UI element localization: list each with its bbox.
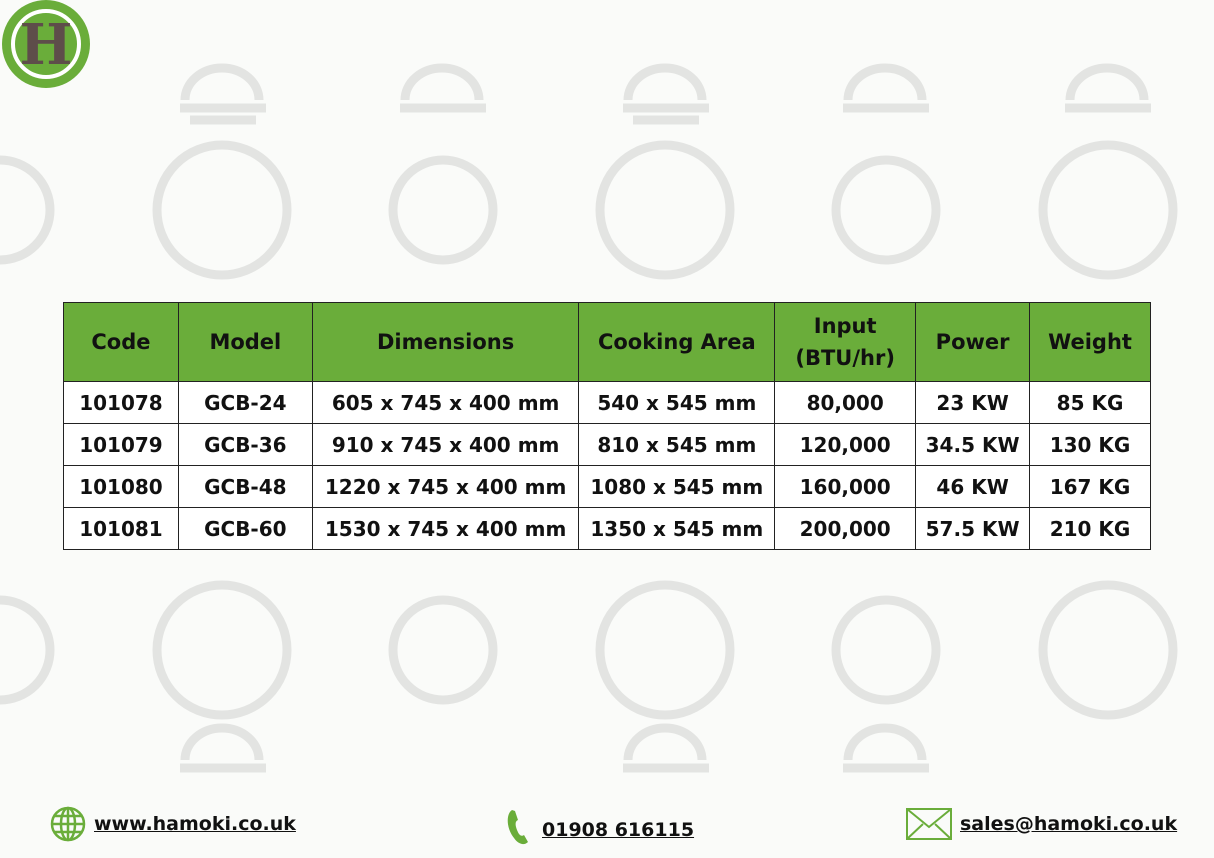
cell-model: GCB-48: [177, 465, 313, 508]
phone-icon: [507, 810, 528, 845]
table-row: 101078 GCB-24 605 x 745 x 400 mm 540 x 545 …: [63, 381, 1151, 424]
cell-cooking-area: 1350 x 545 mm: [578, 507, 776, 550]
product-spec-table: Code Model Dimensions Cooking Area Input…: [63, 302, 1151, 550]
email-text: sales@hamoki.co.uk: [960, 813, 1178, 835]
cell-dimensions: 605 x 745 x 400 mm: [311, 381, 580, 424]
cell-input: 120,000: [774, 423, 917, 466]
cell-power: 46 KW: [915, 465, 1031, 508]
cell-code: 101081: [63, 507, 179, 550]
table-header-row: Code Model Dimensions Cooking Area Input…: [63, 302, 1151, 382]
svg-text:H: H: [20, 12, 73, 78]
cell-power: 57.5 KW: [915, 507, 1031, 550]
cell-input: 160,000: [774, 465, 917, 508]
cell-power: 23 KW: [915, 381, 1031, 424]
header-power: Power: [915, 302, 1031, 382]
envelope-icon: [906, 808, 952, 840]
cell-model: GCB-24: [177, 381, 313, 424]
header-code: Code: [63, 302, 179, 382]
table-row: 101079 GCB-36 910 x 745 x 400 mm 810 x 545 …: [63, 423, 1151, 466]
header-model: Model: [177, 302, 313, 382]
header-weight: Weight: [1029, 302, 1151, 382]
cell-weight: 85 KG: [1029, 381, 1151, 424]
hamoki-logo: H: [2, 0, 90, 88]
website-text: www.hamoki.co.uk: [94, 813, 296, 835]
table-row: 101081 GCB-60 1530 x 745 x 400 mm 1350 x 54…: [63, 507, 1151, 550]
email-link[interactable]: sales@hamoki.co.uk: [906, 808, 1177, 840]
cell-model: GCB-36: [177, 423, 313, 466]
cell-cooking-area: 810 x 545 mm: [578, 423, 776, 466]
cell-code: 101078: [63, 381, 179, 424]
header-cooking-area: Cooking Area: [578, 302, 776, 382]
cell-cooking-area: 1080 x 545 mm: [578, 465, 776, 508]
cell-dimensions: 1530 x 745 x 400 mm: [311, 507, 580, 550]
cell-cooking-area: 540 x 545 mm: [578, 381, 776, 424]
globe-icon: [50, 806, 86, 842]
cell-weight: 130 KG: [1029, 423, 1151, 466]
header-input: Input (BTU/hr): [774, 302, 917, 382]
cell-weight: 210 KG: [1029, 507, 1151, 550]
cell-code: 101079: [63, 423, 179, 466]
phone-link[interactable]: 01908 616115: [506, 808, 694, 846]
phone-text: 01908 616115: [542, 819, 695, 841]
cell-input: 200,000: [774, 507, 917, 550]
cell-weight: 167 KG: [1029, 465, 1151, 508]
cell-dimensions: 910 x 745 x 400 mm: [311, 423, 580, 466]
header-dimensions: Dimensions: [311, 302, 580, 382]
cell-code: 101080: [63, 465, 179, 508]
table-row: 101080 GCB-48 1220 x 745 x 400 mm 1080 x 54…: [63, 465, 1151, 508]
website-link[interactable]: www.hamoki.co.uk: [50, 806, 296, 842]
cell-dimensions: 1220 x 745 x 400 mm: [311, 465, 580, 508]
cell-input: 80,000: [774, 381, 917, 424]
cell-model: GCB-60: [177, 507, 313, 550]
cell-power: 34.5 KW: [915, 423, 1031, 466]
